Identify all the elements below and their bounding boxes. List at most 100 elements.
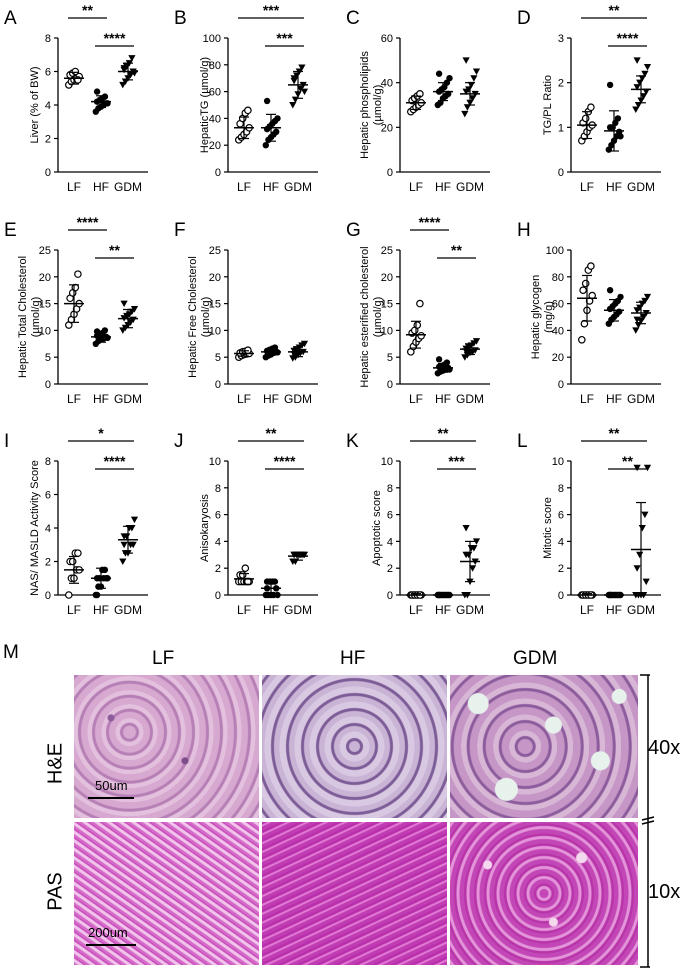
data-point — [617, 293, 624, 301]
y-tick-label: 0 — [45, 167, 51, 179]
y-tick-label: 0 — [558, 167, 564, 179]
y-tick-label: 60 — [209, 87, 221, 99]
x-category-label: LF — [237, 180, 251, 194]
scalebar-he — [88, 797, 134, 799]
y-tick-label: 60 — [381, 33, 393, 45]
y-tick-label: 25 — [209, 245, 221, 257]
data-point — [416, 299, 424, 308]
significance-label: ** — [266, 425, 277, 441]
y-tick-label: 0 — [387, 379, 393, 391]
data-point — [641, 511, 649, 519]
x-category-label: GDM — [284, 603, 312, 617]
y-tick-label: 6 — [558, 510, 564, 522]
chart-i: I 0 2 4 6 8 NAS/ MASLD Activity Score LF HF GDM **… — [4, 425, 148, 617]
data-point — [463, 104, 471, 111]
y-tick-label: 25 — [39, 245, 51, 257]
data-point — [65, 591, 73, 599]
y-tick-label: 2 — [215, 563, 221, 575]
data-point — [104, 334, 111, 342]
scalebar-label-pas: 200um — [88, 925, 128, 940]
x-category-label: GDM — [114, 180, 142, 194]
x-category-label: LF — [409, 180, 423, 194]
histology-he-lf — [74, 675, 259, 818]
y-axis-label: Hepatic esterified cholesterol — [359, 246, 371, 387]
significance-label: **** — [77, 214, 99, 230]
x-category-label: HF — [435, 392, 451, 406]
data-point — [462, 57, 470, 64]
data-point — [130, 305, 139, 313]
histology-he-hf — [262, 675, 447, 818]
y-tick-label: 0 — [387, 590, 393, 602]
chart-b: B 0 20 40 60 80 100 HepaticTG (µmol/g) LF HF GDM **… — [174, 2, 318, 194]
data-point — [298, 64, 306, 71]
x-category-label: HF — [93, 180, 109, 194]
scalebar-pas — [86, 944, 136, 946]
x-category-label: GDM — [284, 392, 312, 406]
panel-letter: J — [174, 431, 184, 452]
data-point — [93, 591, 101, 599]
y-axis-label: TG/PL Ratio — [542, 75, 554, 135]
data-point — [238, 571, 247, 579]
y-tick-label: 8 — [45, 33, 51, 45]
y-tick-label: 40 — [209, 113, 221, 125]
y-axis-label: (µmol/g) — [200, 297, 212, 338]
data-point — [641, 70, 649, 78]
x-category-label: HF — [93, 392, 109, 406]
data-point — [633, 84, 641, 91]
y-tick-label: 20 — [381, 272, 393, 284]
y-tick-label: 1 — [558, 122, 564, 134]
data-point — [101, 327, 109, 334]
chart-l: L 0 2 4 6 8 10 Mitotic score LF HF GDM **** — [517, 425, 661, 617]
chart-h: H 0 20 40 60 80 100 Hepatic glycogen (mg/g) LF HF G… — [517, 220, 661, 406]
y-tick-label: 2 — [45, 134, 51, 146]
y-tick-label: 10 — [381, 456, 393, 468]
y-tick-label: 15 — [381, 299, 393, 311]
data-point — [470, 75, 478, 82]
data-point — [417, 331, 426, 340]
panel-letter: B — [174, 8, 187, 29]
y-axis-label: Hepatic phospholipids — [359, 51, 371, 159]
y-tick-label: 2 — [558, 78, 564, 90]
y-axis-label: Apoptotic score — [371, 490, 383, 566]
histology-pas-lf — [74, 822, 259, 965]
data-point — [463, 592, 471, 599]
y-axis-label: NAS/ MASLD Activity Score — [29, 460, 41, 596]
panel-letter: K — [346, 431, 359, 452]
x-category-label: LF — [67, 603, 81, 617]
data-point — [71, 67, 80, 76]
data-point — [470, 545, 478, 552]
y-tick-label: 6 — [387, 510, 393, 522]
y-tick-label: 10 — [552, 456, 564, 468]
x-category-label: HF — [93, 603, 109, 617]
data-point — [274, 115, 281, 122]
y-tick-label: 6 — [215, 510, 221, 522]
x-category-label: LF — [67, 180, 81, 194]
y-axis-label: HepaticTG (µmol/g) — [199, 57, 211, 153]
significance-label: ** — [109, 242, 120, 258]
row-label-he: H&E — [44, 742, 67, 785]
data-point — [633, 316, 641, 324]
significance-label: *** — [263, 2, 280, 18]
data-point — [469, 565, 477, 572]
significance-label: *** — [276, 30, 293, 46]
significance-label: **** — [419, 214, 441, 230]
data-point — [300, 551, 309, 559]
y-tick-label: 40 — [552, 325, 564, 337]
x-category-label: LF — [409, 392, 423, 406]
data-point — [616, 308, 623, 315]
y-tick-label: 0 — [45, 379, 51, 391]
y-tick-label: 0 — [215, 379, 221, 391]
data-point — [581, 114, 590, 123]
data-point — [472, 538, 481, 545]
x-category-label: GDM — [284, 180, 312, 194]
x-category-label: GDM — [114, 603, 142, 617]
scalebar-label-he: 50um — [95, 778, 128, 793]
y-tick-label: 3 — [558, 33, 564, 45]
data-point — [128, 55, 136, 62]
y-tick-label: 25 — [381, 245, 393, 257]
y-tick-label: 0 — [215, 167, 221, 179]
y-axis-label: Liver (% of BW) — [29, 66, 41, 143]
y-tick-label: 4 — [215, 536, 221, 548]
panel-letter: F — [174, 220, 186, 241]
